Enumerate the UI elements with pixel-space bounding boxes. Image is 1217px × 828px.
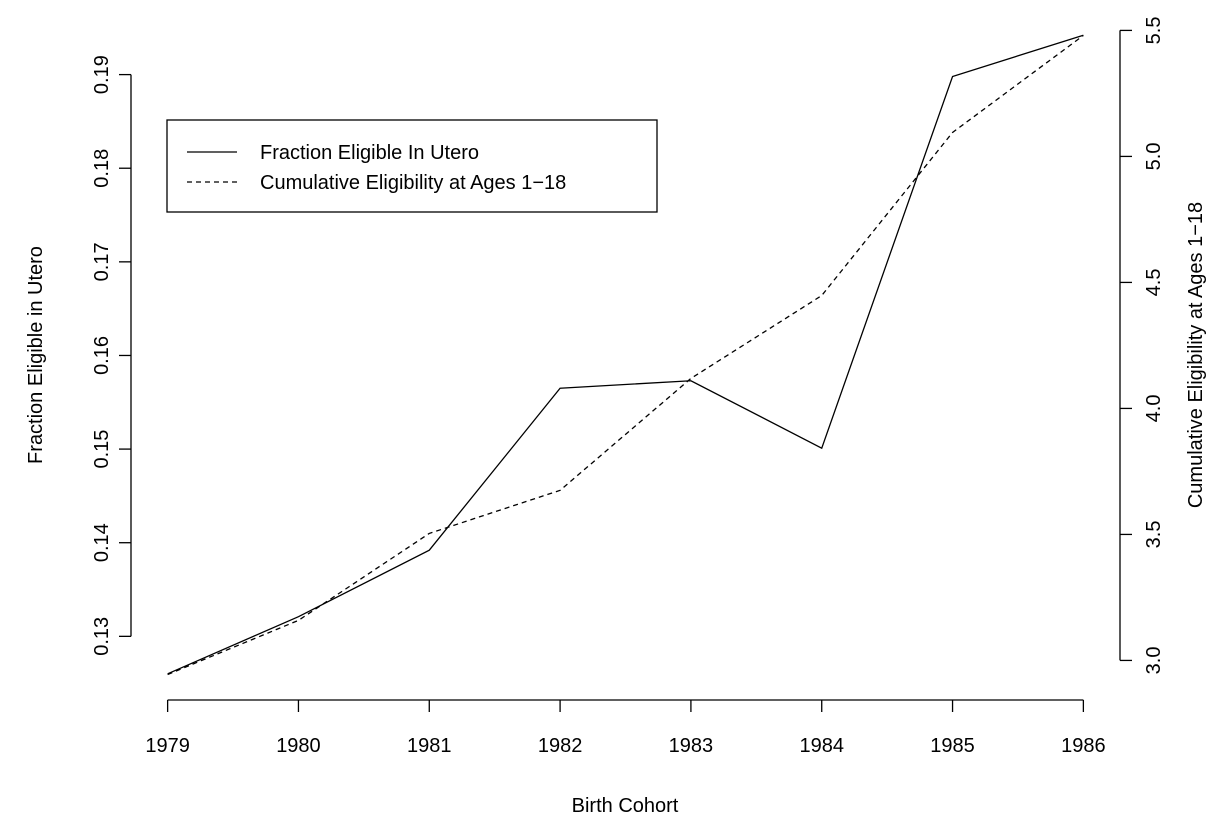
legend-label: Fraction Eligible In Utero [260, 142, 479, 164]
x-axis-label: Birth Cohort [572, 795, 679, 817]
y2-tick-label: 4.0 [1143, 395, 1165, 423]
y-tick-label: 0.13 [91, 617, 113, 656]
y2-tick-label: 3.5 [1143, 521, 1165, 549]
series-line [167, 34, 1084, 675]
y-axis-label: Fraction Eligible in Utero [25, 246, 47, 464]
y-tick-label: 0.14 [91, 523, 113, 562]
x-tick-label: 1986 [1061, 735, 1106, 757]
y2-tick-label: 4.5 [1143, 269, 1165, 297]
legend-label: Cumulative Eligibility at Ages 1−18 [260, 172, 566, 194]
series-line [167, 34, 1084, 676]
y-tick-label: 0.19 [91, 55, 113, 94]
y-tick-label: 0.17 [91, 242, 113, 281]
y2-tick-label: 5.0 [1143, 143, 1165, 171]
y-tick-label: 0.16 [91, 336, 113, 375]
x-tick-label: 1983 [669, 735, 714, 757]
y2-tick-label: 5.5 [1143, 17, 1165, 45]
x-tick-label: 1984 [799, 735, 844, 757]
x-tick-label: 1980 [276, 735, 321, 757]
y2-tick-label: 3.0 [1143, 647, 1165, 675]
y-tick-label: 0.18 [91, 149, 113, 188]
x-tick-label: 1979 [145, 735, 190, 757]
x-tick-label: 1985 [930, 735, 975, 757]
y2-axis-label: Cumulative Eligibility at Ages 1−18 [1185, 202, 1207, 508]
x-tick-label: 1982 [538, 735, 583, 757]
x-tick-label: 1981 [407, 735, 452, 757]
y-tick-label: 0.15 [91, 430, 113, 469]
legend-box [166, 119, 658, 213]
